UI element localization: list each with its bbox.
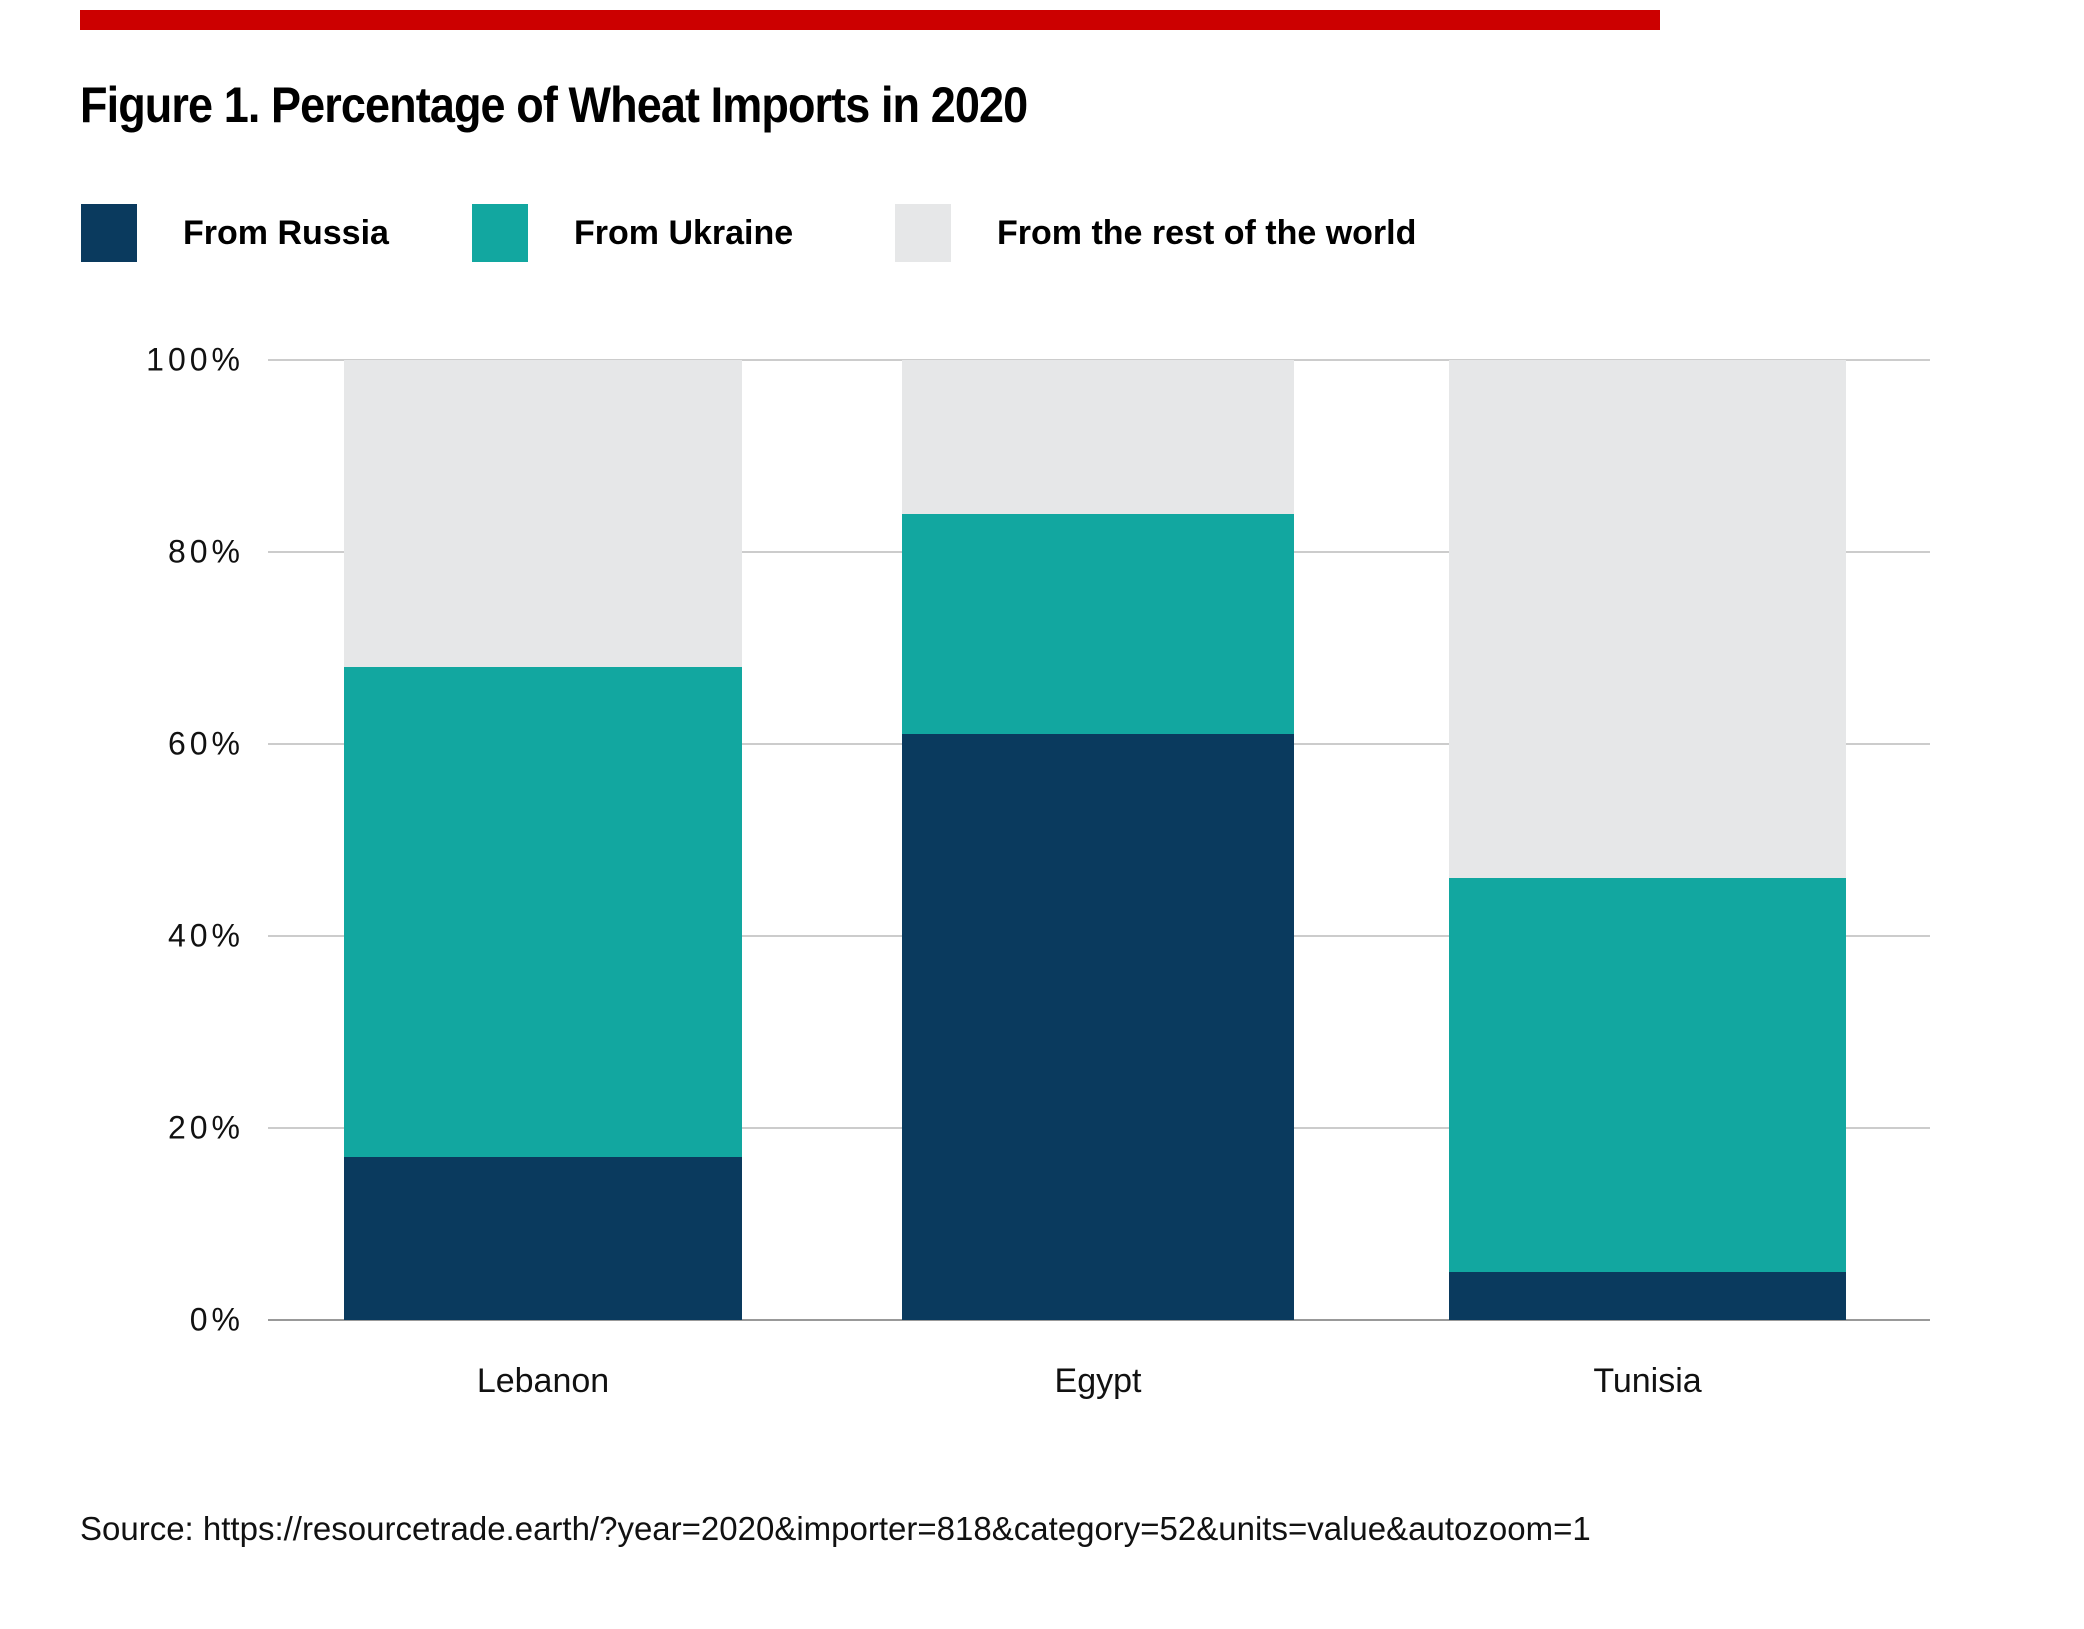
bar-tunisia <box>1449 360 1846 1320</box>
legend-label-from-russia: From Russia <box>183 213 389 252</box>
legend-label-from-the-rest-of-the-world: From the rest of the world <box>997 213 1417 252</box>
bar-segment-lebanon-from-the-rest-of-the-world <box>344 360 742 668</box>
legend-swatch-from-russia <box>81 204 137 262</box>
x-label-lebanon: Lebanon <box>476 1362 610 1400</box>
source-text: Source: https://resourcetrade.earth/?yea… <box>80 1510 1591 1547</box>
bar-segment-lebanon-from-ukraine <box>344 667 742 1157</box>
y-tick-80pct: 80% <box>167 533 244 570</box>
legend-item-from-ukraine: From Ukraine <box>472 204 793 262</box>
legend: From Russia From Ukraine From the rest of … <box>0 204 2084 264</box>
gridline-100pct <box>268 359 1930 361</box>
legend-swatch-from-ukraine <box>472 204 528 262</box>
bar-segment-lebanon-from-russia <box>344 1156 742 1320</box>
bar-egypt <box>902 360 1294 1320</box>
y-tick-20pct: 20% <box>167 1109 244 1146</box>
bar-lebanon <box>344 360 742 1320</box>
figure-title: Figure 1. Percentage of Wheat Imports in… <box>80 77 1028 133</box>
plot-area: 0% 20% 40% 60% 80% 100% Lebanon Egypt Tunisia <box>146 342 1930 1400</box>
x-label-tunisia: Tunisia <box>1593 1362 1702 1400</box>
bar-segment-tunisia-from-the-rest-of-the-world <box>1449 360 1846 879</box>
bar-segment-tunisia-from-russia <box>1449 1272 1846 1320</box>
bar-segment-egypt-from-ukraine <box>902 513 1294 735</box>
bar-segment-tunisia-from-ukraine <box>1449 878 1846 1272</box>
bar-segment-egypt-from-russia <box>902 734 1294 1320</box>
y-tick-100pct: 100% <box>146 341 244 378</box>
y-tick-60pct: 60% <box>167 725 244 762</box>
legend-item-from-russia: From Russia <box>81 204 389 262</box>
top-accent-bar <box>80 10 1660 30</box>
gridline-0pct <box>268 1319 1930 1321</box>
y-tick-40pct: 40% <box>167 917 244 954</box>
x-label-egypt: Egypt <box>1054 1362 1142 1400</box>
legend-label-from-ukraine: From Ukraine <box>574 213 794 252</box>
legend-item-from-the-rest-of-the-world: From the rest of the world <box>895 204 1416 262</box>
y-tick-0pct: 0% <box>189 1301 244 1338</box>
bar-segment-egypt-from-the-rest-of-the-world <box>902 360 1294 514</box>
legend-swatch-from-the-rest-of-the-world <box>895 204 951 262</box>
